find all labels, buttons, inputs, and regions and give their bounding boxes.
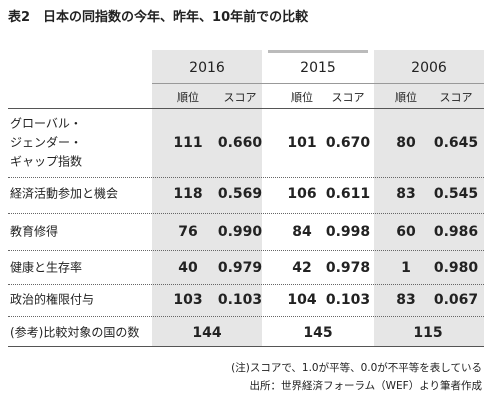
column-header: スコア xyxy=(223,91,257,104)
cell: 0.660 xyxy=(217,135,263,151)
cell: 144 xyxy=(192,325,222,341)
row-label: 経済活動参加と機会 xyxy=(10,186,119,201)
rule xyxy=(8,213,484,214)
cell: 76 xyxy=(178,224,198,240)
column-header: スコア xyxy=(331,91,365,104)
cell: 0.980 xyxy=(433,260,479,276)
cell: 0.986 xyxy=(433,224,479,240)
rule xyxy=(8,176,484,178)
column-shade xyxy=(152,50,262,346)
rule xyxy=(8,316,484,317)
cell: 0.670 xyxy=(325,135,371,151)
cell: 1 xyxy=(401,260,411,276)
row-label: (参考)比較対象の国の数 xyxy=(10,325,140,340)
cell: 0.103 xyxy=(217,292,263,308)
cell: 101 xyxy=(287,135,317,151)
rule xyxy=(8,346,484,347)
row-label: 教育修得 xyxy=(10,224,59,239)
cell: 80 xyxy=(396,135,416,151)
cell: 83 xyxy=(396,186,416,202)
cell: 0.545 xyxy=(433,186,479,202)
cell: 103 xyxy=(173,292,203,308)
row-label: グローバル・ ジェンダー・ ギャップ指数 xyxy=(10,116,83,169)
cell: 0.103 xyxy=(325,292,371,308)
rule xyxy=(8,108,484,109)
column-shade xyxy=(374,50,484,346)
year-header: 2015 xyxy=(300,60,336,76)
cell: 106 xyxy=(287,186,317,202)
cell: 40 xyxy=(178,260,198,276)
cell: 104 xyxy=(287,292,317,308)
year-header: 2016 xyxy=(189,60,225,76)
cell: 118 xyxy=(173,186,203,202)
cell: 145 xyxy=(303,325,333,341)
cell: 0.990 xyxy=(217,224,263,240)
column-header: 順位 xyxy=(177,91,199,104)
cell: 0.978 xyxy=(325,260,371,276)
cell: 0.998 xyxy=(325,224,371,240)
cell: 0.979 xyxy=(217,260,263,276)
cell: 83 xyxy=(396,292,416,308)
note: 出所：世界経済フォーラム（WEF）より筆者作成 xyxy=(249,380,482,392)
column-header-bar xyxy=(268,50,368,83)
cell: 111 xyxy=(173,135,203,151)
rule xyxy=(152,83,484,84)
cell: 115 xyxy=(413,325,443,341)
year-header: 2006 xyxy=(411,60,447,76)
cell: 60 xyxy=(396,224,416,240)
note: (注)スコアで、1.0が平等、0.0が不平等を表している xyxy=(231,362,482,374)
rule xyxy=(8,284,484,285)
cell: 0.067 xyxy=(433,292,479,308)
cell: 42 xyxy=(292,260,312,276)
row-label: 健康と生存率 xyxy=(10,260,83,275)
column-header: 順位 xyxy=(291,91,313,104)
cell: 84 xyxy=(292,224,312,240)
cell: 0.569 xyxy=(217,186,263,202)
column-header: スコア xyxy=(439,91,473,104)
row-label: 政治的権限付与 xyxy=(10,292,95,307)
cell: 0.611 xyxy=(325,186,371,202)
rule xyxy=(8,250,484,251)
title: 表2 日本の同指数の今年、昨年、10年前での比較 xyxy=(8,10,309,25)
cell: 0.645 xyxy=(433,135,479,151)
column-header: 順位 xyxy=(395,91,417,104)
